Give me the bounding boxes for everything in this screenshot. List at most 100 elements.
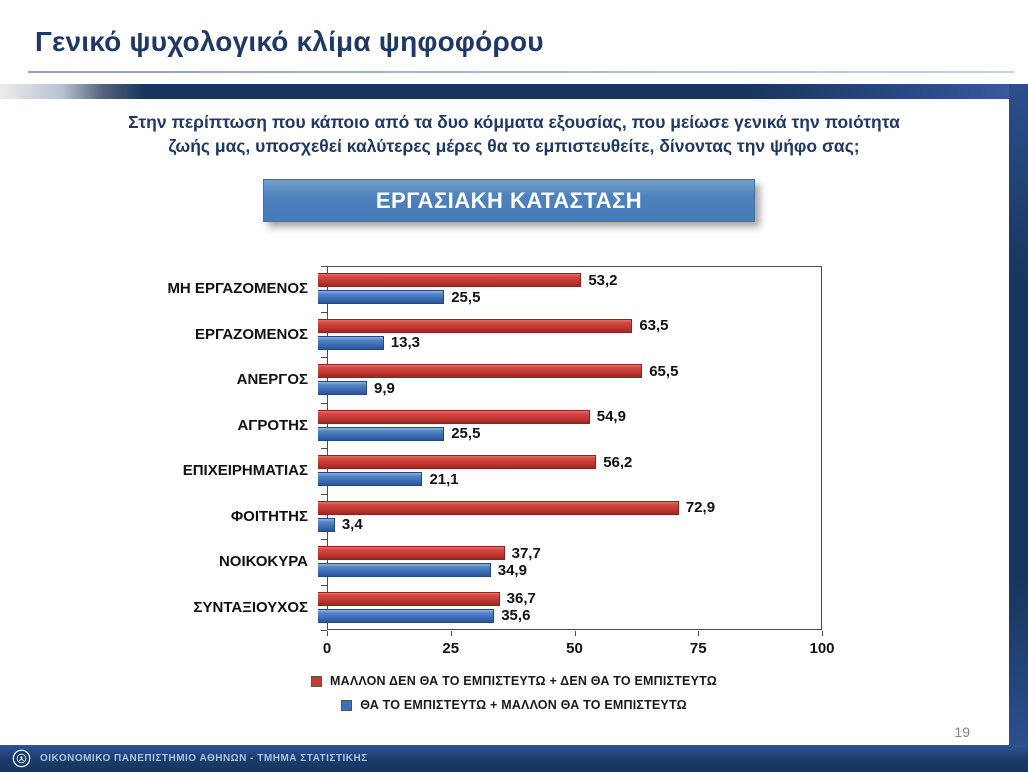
chart-legend: ΜΑΛΛΟΝ ΔΕΝ ΘΑ ΤΟ ΕΜΠΙΣΤΕΥΤΩ + ΔΕΝ ΘΑ ΤΟ …	[0, 674, 1028, 712]
bar-line: 56,2	[318, 453, 813, 471]
category-bars: 36,7 35,6	[318, 590, 813, 625]
chart-category-row: ΝΟΙΚΟΚΥΡΑ 37,7 34,9	[140, 539, 822, 585]
survey-question-line2: ζωής μας, υποσχεθεί καλύτερες μέρες θα τ…	[168, 136, 860, 157]
category-label: ΑΝΕΡΓΟΣ	[236, 371, 308, 389]
category-label: ΝΟΙΚΟΚΥΡΑ	[218, 553, 308, 571]
distrust-bar	[318, 364, 643, 379]
legend-item-distrust: ΜΑΛΛΟΝ ΔΕΝ ΘΑ ΤΟ ΕΜΠΙΣΤΕΥΤΩ + ΔΕΝ ΘΑ ΤΟ …	[311, 674, 717, 688]
y-axis-tick	[321, 584, 327, 586]
bar-value-label: 53,2	[588, 271, 618, 289]
x-axis-tick-label: 100	[809, 640, 835, 657]
bar-line: 36,7	[318, 590, 813, 607]
bar-line: 3,4	[318, 516, 813, 533]
bar-value-label: 72,9	[685, 499, 716, 517]
trust-bar	[318, 563, 491, 578]
legend-item-trust: ΘΑ ΤΟ ΕΜΠΙΣΤΕΥΤΩ + ΜΑΛΛΟΝ ΘΑ ΤΟ ΕΜΠΙΣΤΕΥ…	[341, 698, 687, 712]
header-band	[0, 84, 1028, 99]
section-header-label: ΕΡΓΑΣΙΑΚΗ ΚΑΤΑΣΤΑΣΗ	[375, 187, 643, 213]
x-axis-tick	[698, 631, 700, 636]
category-bars: 63,5 13,3	[318, 317, 813, 351]
x-axis-tick	[327, 631, 328, 636]
bar-line: 72,9	[318, 499, 813, 517]
category-label: ΦΟΙΤΗΤΗΣ	[230, 507, 308, 525]
distrust-bar	[318, 273, 582, 288]
chart-category-row: ΦΟΙΤΗΤΗΣ 72,9 3,4	[140, 494, 822, 540]
distrust-bar	[318, 455, 597, 470]
y-axis-tick	[321, 630, 327, 631]
title-divider	[28, 71, 1014, 73]
page-number: 19	[954, 724, 970, 740]
distrust-bar	[318, 546, 505, 561]
legend-label-distrust: ΜΑΛΛΟΝ ΔΕΝ ΘΑ ΤΟ ΕΜΠΙΣΤΕΥΤΩ + ΔΕΝ ΘΑ ΤΟ …	[330, 674, 717, 688]
trust-bar	[318, 608, 495, 623]
bar-line: 54,9	[318, 408, 813, 426]
trust-bar	[318, 517, 335, 532]
bar-value-label: 35,6	[501, 607, 531, 625]
bar-line: 65,5	[318, 362, 813, 380]
chart-category-row: ΜΗ ΕΡΓΑΖΟΜΕΝΟΣ 53,2 25,5	[140, 266, 822, 312]
bar-value-label: 63,5	[639, 317, 669, 335]
bar-value-label: 21,1	[429, 470, 459, 488]
survey-question: Στην περίπτωση που κάποιο από τα δυο κόμ…	[55, 110, 973, 158]
y-axis-tick	[321, 402, 327, 404]
bar-line: 63,5	[318, 317, 813, 335]
y-axis-tick	[321, 357, 327, 358]
category-label: ΕΠΙΧΕΙΡΗΜΑΤΙΑΣ	[182, 462, 308, 480]
distrust-bar	[318, 591, 500, 606]
x-axis-tick	[822, 631, 823, 636]
bar-value-label: 25,5	[451, 425, 481, 443]
survey-question-line1: Στην περίπτωση που κάποιο από τα δυο κόμ…	[128, 112, 900, 132]
right-edge-band	[1009, 84, 1028, 745]
y-axis-tick	[321, 539, 327, 540]
bar-value-label: 54,9	[596, 408, 626, 426]
distrust-bar	[318, 318, 633, 333]
category-label: ΑΓΡΟΤΗΣ	[237, 416, 308, 434]
bar-line: 37,7	[318, 544, 813, 562]
x-axis-tick	[450, 631, 452, 636]
bar-value-label: 34,9	[497, 561, 527, 579]
x-axis-tick-label: 0	[322, 640, 332, 657]
chart-category-row: ΑΝΕΡΓΟΣ 65,5 9,9	[140, 357, 822, 403]
bar-line: 34,9	[318, 561, 813, 579]
bar-line: 9,9	[318, 380, 813, 397]
x-axis-tick	[574, 631, 576, 636]
y-axis-tick	[321, 311, 327, 313]
distrust-bar	[318, 500, 679, 515]
footer-text: ΟΙΚΟΝΟΜΙΚΟ ΠΑΝΕΠΙΣΤΗΜΙΟ ΑΘΗΝΩΝ - ΤΜΗΜΑ Σ…	[40, 753, 368, 764]
bar-chart: ΜΗ ΕΡΓΑΖΟΜΕΝΟΣ 53,2 25,5 ΕΡΓΑΖΟΜΕΝΟΣ 63,5 13,…	[140, 266, 840, 657]
category-bars: 54,9 25,5	[318, 408, 813, 443]
y-axis-tick	[321, 266, 327, 267]
category-bars: 56,2 21,1	[318, 453, 813, 488]
trust-bar	[318, 472, 423, 487]
page-title: Γενικό ψυχολογικό κλίμα ψηφοφόρου	[35, 26, 544, 57]
distrust-bar	[318, 409, 590, 424]
bar-value-label: 65,5	[649, 362, 679, 380]
y-axis-tick	[321, 493, 327, 495]
bar-value-label: 37,7	[511, 544, 541, 562]
trust-bar	[318, 290, 445, 305]
footer-bar: ΟΙΚΟΝΟΜΙΚΟ ΠΑΝΕΠΙΣΤΗΜΙΟ ΑΘΗΝΩΝ - ΤΜΗΜΑ Σ…	[0, 745, 1028, 772]
category-bars: 65,5 9,9	[318, 362, 813, 397]
chart-category-row: ΕΠΙΧΕΙΡΗΜΑΤΙΑΣ 56,2 21,1	[140, 448, 822, 494]
chart-rows: ΜΗ ΕΡΓΑΖΟΜΕΝΟΣ 53,2 25,5 ΕΡΓΑΖΟΜΕΝΟΣ 63,5 13,…	[140, 266, 822, 630]
category-bars: 53,2 25,5	[318, 271, 813, 306]
category-label: ΕΡΓΑΖΟΜΕΝΟΣ	[194, 325, 308, 343]
x-axis-tick-label: 25	[442, 640, 460, 657]
legend-swatch-red	[311, 675, 323, 687]
university-logo	[12, 749, 31, 768]
bar-value-label: 56,2	[603, 453, 633, 471]
x-axis-tick-label: 50	[566, 640, 583, 657]
section-header-box: ΕΡΓΑΣΙΑΚΗ ΚΑΤΑΣΤΑΣΗ	[263, 179, 755, 222]
chart-category-row: ΑΓΡΟΤΗΣ 54,9 25,5	[140, 403, 822, 449]
y-axis-tick	[321, 448, 327, 449]
legend-swatch-blue	[341, 699, 353, 711]
bar-line: 53,2	[318, 271, 813, 289]
bar-line: 25,5	[318, 289, 813, 306]
trust-bar	[318, 426, 445, 441]
category-label: ΣΥΝΤΑΞΙΟΥΧΟΣ	[193, 598, 308, 616]
x-axis-tick-label: 75	[689, 640, 707, 657]
chart-category-row: ΣΥΝΤΑΞΙΟΥΧΟΣ 36,7 35,6	[140, 585, 822, 631]
category-bars: 72,9 3,4	[318, 499, 813, 533]
bar-line: 21,1	[318, 470, 813, 488]
